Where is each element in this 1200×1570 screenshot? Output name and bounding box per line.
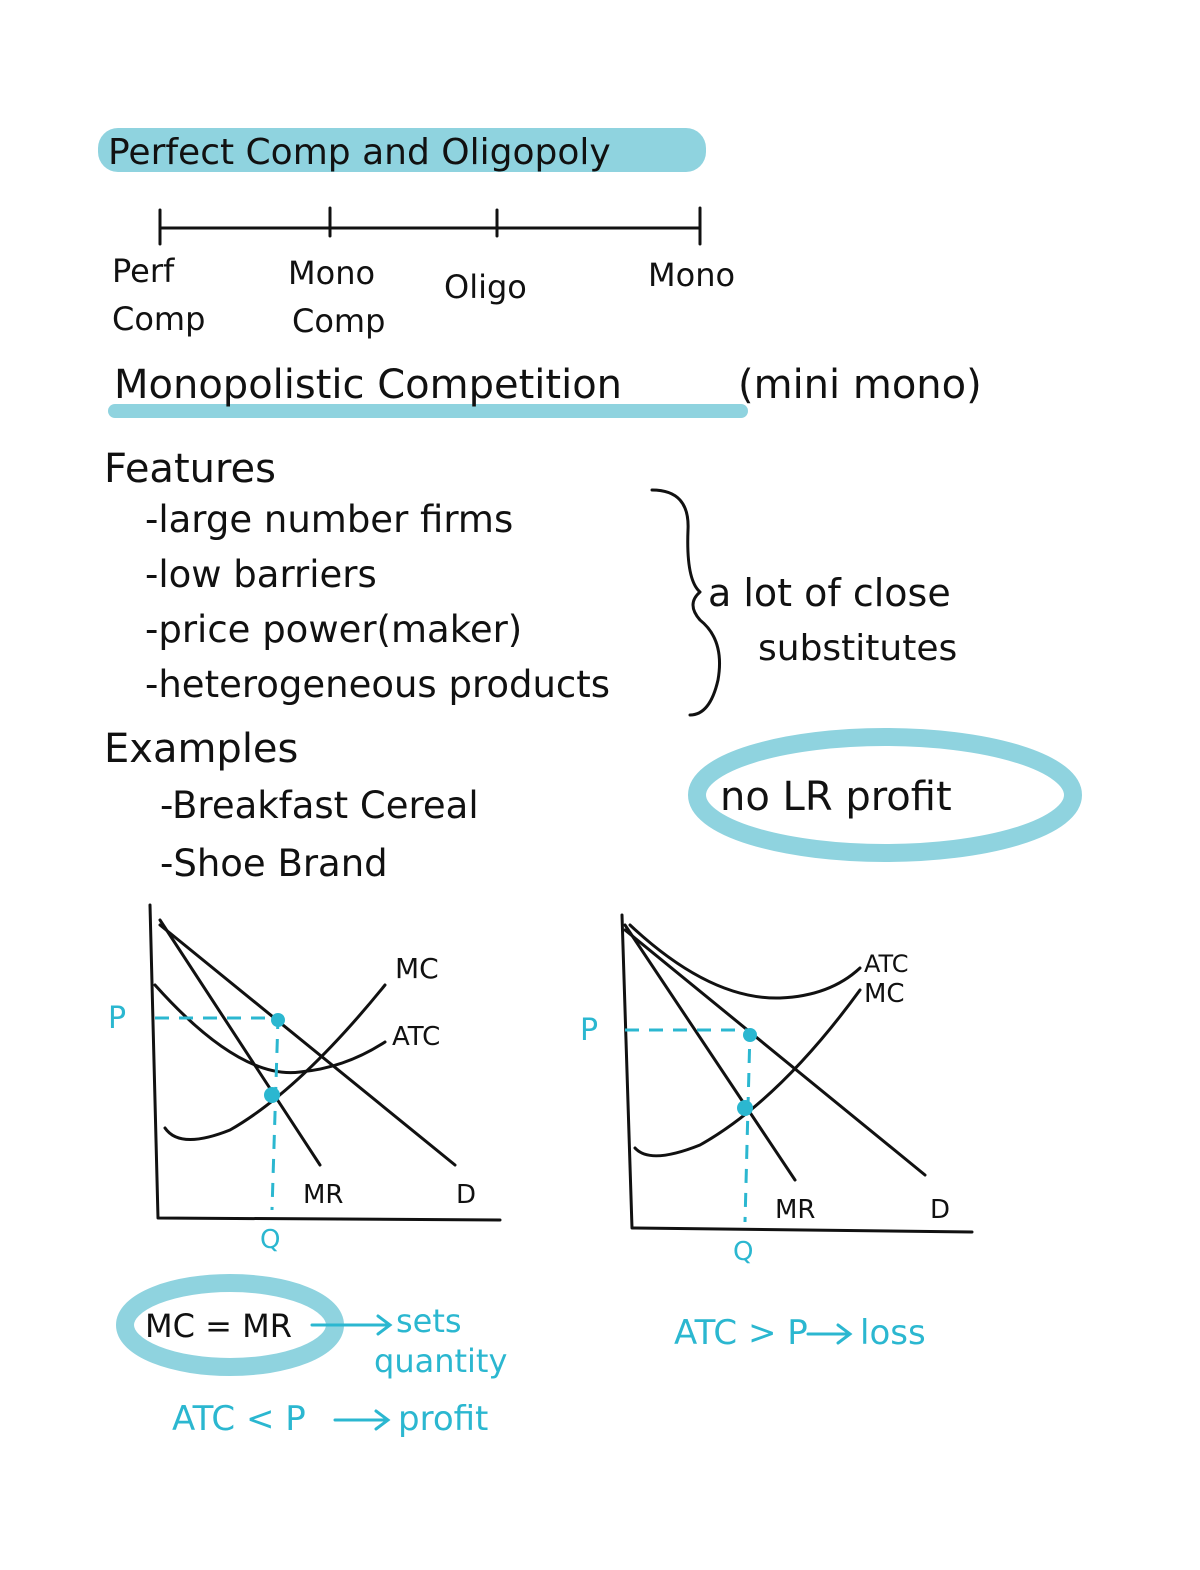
- result: sets: [396, 1302, 462, 1340]
- arrow: [806, 1323, 853, 1345]
- curve-label: MR: [303, 1180, 344, 1210]
- spectrum-label: Perf: [112, 252, 175, 290]
- guide-lines: [155, 1016, 280, 1211]
- condition: ATC < P: [172, 1399, 306, 1439]
- example-item: -Shoe Brand: [160, 842, 388, 885]
- mr-curve: [623, 923, 797, 1182]
- atc-curve: [628, 923, 862, 1000]
- spectrum-label: Mono: [288, 254, 375, 292]
- section-heading: Monopolistic Competition: [114, 362, 622, 408]
- axis-label: P: [580, 1013, 598, 1048]
- curve-label: MC: [864, 979, 905, 1009]
- demand-curve: [623, 928, 927, 1177]
- axis-label: Q: [260, 1225, 280, 1255]
- title-highlight: [98, 128, 706, 172]
- brace: [650, 488, 722, 717]
- axis-label: Q: [733, 1237, 753, 1267]
- curve-label: ATC: [392, 1022, 440, 1052]
- mr-curve: [158, 918, 322, 1167]
- spectrum-label: Comp: [292, 302, 385, 340]
- point: [271, 1013, 285, 1027]
- mc-curve: [633, 988, 862, 1158]
- graph: [620, 913, 974, 1234]
- axis-label: P: [108, 1001, 126, 1036]
- brace-note: a lot of close: [708, 571, 951, 615]
- title: Perfect Comp and Oligopoly: [108, 132, 611, 173]
- callout: no LR profit: [720, 774, 952, 820]
- section-note: (mini mono): [738, 362, 982, 408]
- result: quantity: [374, 1342, 507, 1380]
- heading-underline: [108, 404, 748, 418]
- example-item: -Breakfast Cereal: [160, 784, 479, 827]
- rule: MC = MR: [145, 1307, 292, 1345]
- point: [737, 1100, 753, 1116]
- outcome: loss: [860, 1313, 926, 1353]
- feature-item: -heterogeneous products: [145, 663, 610, 706]
- curve-label: MR: [775, 1195, 816, 1225]
- axes: [148, 903, 502, 1222]
- curve-label: ATC: [864, 950, 909, 978]
- point: [264, 1087, 280, 1103]
- features-heading: Features: [104, 446, 276, 492]
- spectrum-label: Oligo: [444, 268, 527, 306]
- axes: [620, 913, 974, 1234]
- atc-curve: [153, 983, 387, 1075]
- curve-label: D: [930, 1195, 950, 1225]
- spectrum-label: Comp: [112, 300, 205, 338]
- arrow: [310, 1314, 393, 1336]
- curve-label: D: [456, 1180, 476, 1210]
- curve-label: MC: [395, 952, 439, 985]
- demand-curve: [158, 923, 457, 1167]
- point: [743, 1028, 757, 1042]
- feature-item: -low barriers: [145, 553, 377, 596]
- graph: [148, 903, 502, 1222]
- outcome: profit: [398, 1399, 488, 1439]
- callout-cloud: [688, 728, 1082, 862]
- mc-curve: [163, 983, 387, 1141]
- feature-item: -price power(maker): [145, 608, 522, 651]
- spectrum-label: Mono: [648, 256, 735, 294]
- spectrum-line: [158, 206, 702, 246]
- arrow: [333, 1409, 391, 1431]
- brace-note: substitutes: [758, 628, 957, 669]
- examples-heading: Examples: [104, 726, 298, 772]
- feature-item: -large number firms: [145, 498, 513, 541]
- condition: ATC > P: [674, 1313, 808, 1353]
